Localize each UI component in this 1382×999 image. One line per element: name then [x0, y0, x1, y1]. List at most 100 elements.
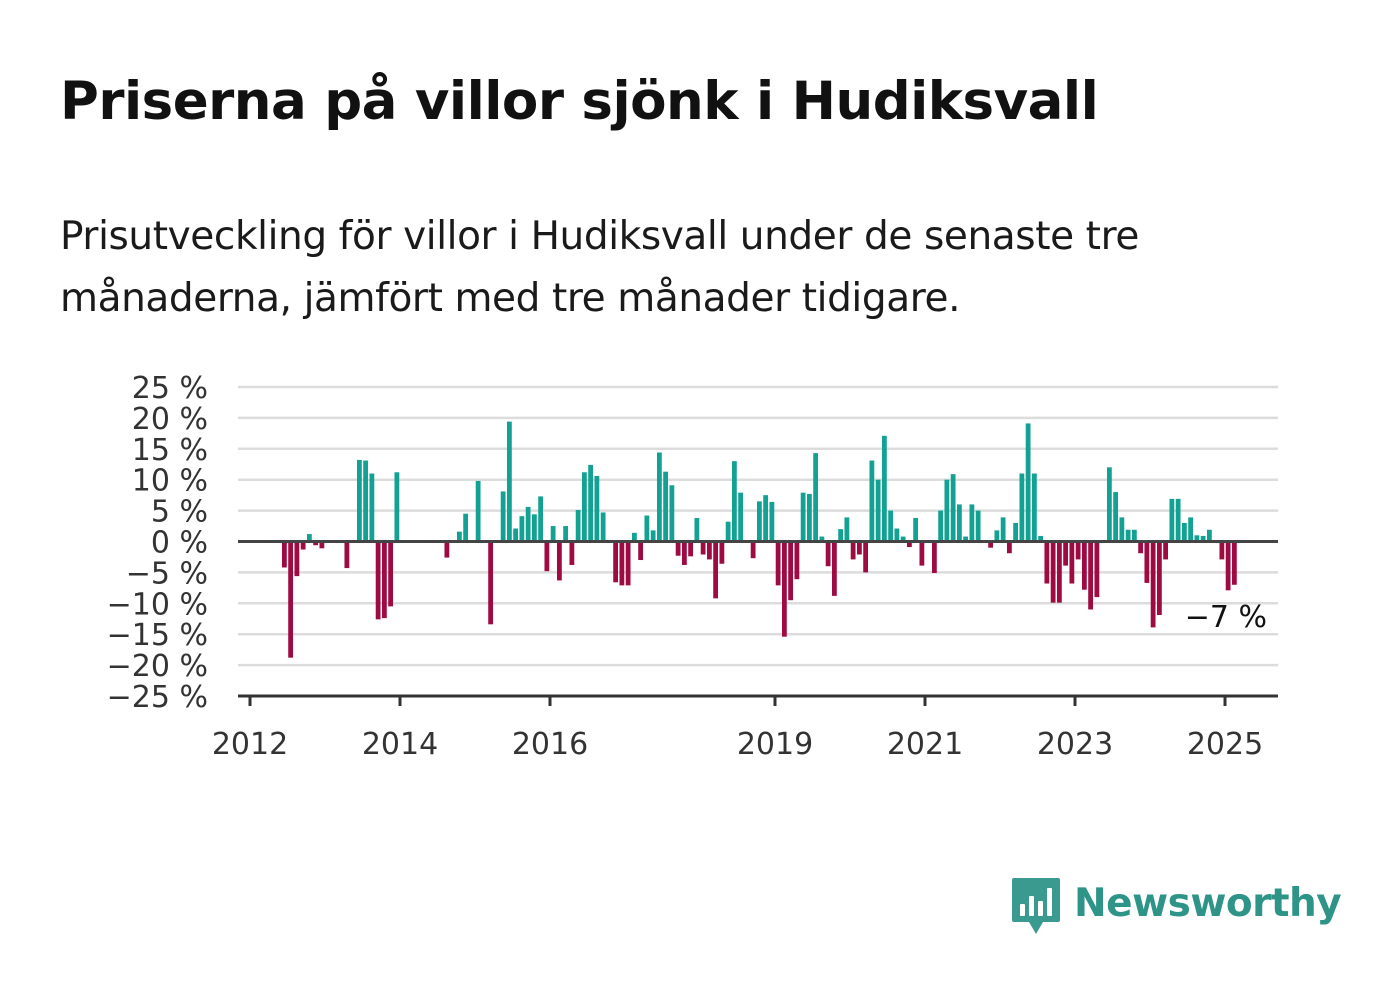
x-tick-label: 2016 — [512, 727, 588, 762]
bar — [375, 541, 381, 620]
bar — [794, 541, 800, 580]
bar — [944, 479, 950, 542]
bar — [894, 528, 900, 542]
bar — [1056, 541, 1062, 603]
bar — [969, 504, 975, 542]
y-tick-label: 5 % — [151, 495, 208, 530]
bar — [863, 541, 869, 573]
bar — [775, 541, 781, 586]
bar — [731, 461, 737, 542]
bar — [306, 534, 312, 542]
brand-name: Newsworthy — [1074, 881, 1342, 926]
x-tick-label: 2012 — [212, 727, 288, 762]
bar — [956, 504, 962, 542]
bar-chart-speech-bubble-icon — [1012, 878, 1060, 934]
axes — [238, 540, 1278, 698]
bar — [1019, 473, 1025, 542]
bar — [750, 541, 756, 559]
bar — [319, 541, 325, 549]
bar — [844, 517, 850, 542]
bar — [444, 541, 450, 558]
y-tick-label: 20 % — [132, 402, 208, 437]
bar — [463, 513, 469, 542]
bar — [581, 472, 587, 542]
bar — [1163, 541, 1169, 560]
bar — [906, 541, 912, 548]
bar — [638, 541, 644, 561]
bar — [994, 530, 1000, 542]
bar — [1088, 541, 1094, 610]
y-tick-label: −5 % — [126, 556, 208, 591]
bar — [356, 459, 362, 542]
bar — [938, 510, 944, 542]
bar — [631, 532, 637, 542]
bar — [563, 526, 569, 542]
bar — [975, 510, 981, 542]
bar — [900, 536, 906, 542]
bar — [788, 541, 794, 601]
chart-title: Priserna på villor sjönk i Hudiksvall — [60, 71, 1099, 132]
newsworthy-logo: Newsworthy — [1010, 876, 1342, 940]
bar — [1081, 541, 1087, 590]
bar — [806, 493, 812, 542]
bar — [1044, 541, 1050, 584]
bar — [1225, 541, 1231, 591]
y-tick-label: 10 % — [132, 464, 208, 499]
bar — [888, 510, 894, 542]
bar — [675, 541, 681, 556]
bar — [525, 506, 531, 542]
bar — [700, 541, 706, 555]
bar — [513, 528, 519, 542]
bar — [988, 541, 994, 548]
bar — [1119, 517, 1125, 542]
bar — [694, 518, 700, 542]
y-tick-label: −10 % — [107, 587, 208, 622]
bar — [475, 480, 481, 542]
last-value-label: −7 % — [1185, 600, 1267, 635]
price-change-bar-chart: 25 %20 %15 %10 %5 %0 %−5 %−10 %−15 %−20 … — [107, 371, 1278, 762]
bar — [719, 541, 725, 564]
bar — [344, 541, 350, 569]
bar — [294, 541, 300, 577]
bar — [500, 491, 506, 542]
bar — [556, 541, 562, 581]
bar — [1106, 467, 1112, 542]
bar — [625, 541, 631, 586]
y-tick-label: −15 % — [107, 618, 208, 653]
bars — [281, 421, 1237, 658]
bar — [313, 541, 319, 546]
y-tick-label: −25 % — [107, 680, 208, 715]
bar — [1206, 529, 1212, 542]
bar — [663, 471, 669, 542]
bar — [588, 464, 594, 542]
bar — [856, 541, 862, 555]
bar — [381, 541, 387, 619]
bar — [650, 530, 656, 542]
bar — [819, 536, 825, 542]
bar — [1219, 541, 1225, 560]
bar — [850, 541, 856, 560]
bar — [688, 541, 694, 557]
bar — [594, 475, 600, 542]
bar — [1063, 541, 1069, 566]
bar — [1194, 535, 1200, 542]
bar — [394, 472, 400, 542]
bar — [1150, 541, 1156, 628]
bar — [1200, 535, 1206, 542]
bar — [544, 541, 550, 572]
bar — [931, 541, 937, 574]
bar — [838, 529, 844, 542]
bar — [875, 479, 881, 542]
x-tick-label: 2021 — [887, 727, 963, 762]
bar — [619, 541, 625, 586]
bar — [1031, 473, 1037, 542]
bar — [1113, 492, 1119, 542]
bar — [1000, 517, 1006, 542]
bar — [1038, 535, 1044, 542]
bar — [1094, 541, 1100, 598]
bar — [1188, 517, 1194, 542]
bar — [1169, 498, 1175, 542]
chart-subtitle: Prisutveckling för villor i Hudiksvall u… — [60, 214, 1139, 321]
bar — [550, 526, 556, 542]
bar — [1025, 423, 1031, 542]
